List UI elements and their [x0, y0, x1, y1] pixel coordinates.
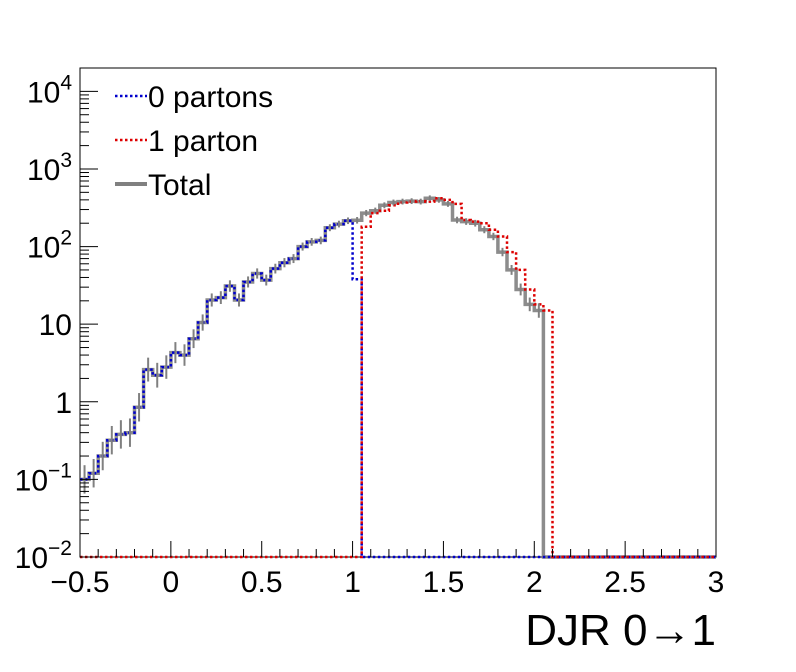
y-tick-text: 10 [39, 309, 72, 342]
y-tick-base: 10 [15, 542, 48, 575]
x-tick-label: 2 [526, 566, 543, 599]
series-line-1-parton [80, 196, 716, 559]
y-tick-label: 103 [27, 149, 72, 187]
y-tick-base: 10 [27, 76, 60, 109]
y-tick-label: 1 [55, 387, 72, 420]
legend-label: Total [148, 169, 211, 202]
x-tick-label: 1.5 [423, 566, 465, 599]
series-line-0-partons [80, 219, 716, 559]
y-tick-base: 10 [27, 232, 60, 265]
x-tick-label: 0.5 [241, 566, 283, 599]
y-tick-exponent: 2 [60, 227, 72, 250]
y-tick-base: 10 [15, 464, 48, 497]
y-tick-exponent: 3 [60, 149, 72, 172]
y-tick-label: 10 [39, 309, 72, 342]
x-tick-label: 2.5 [604, 566, 646, 599]
legend-label: 1 parton [148, 125, 258, 158]
y-tick-label: 104 [27, 71, 72, 109]
x-axis-title: DJR 0→1 [525, 606, 716, 655]
y-tick-exponent: −1 [48, 459, 72, 482]
y-tick-text: 1 [55, 387, 72, 420]
y-tick-exponent: −2 [48, 537, 72, 560]
x-tick-label: 1 [344, 566, 361, 599]
y-tick-base: 10 [27, 154, 60, 187]
y-tick-exponent: 4 [60, 71, 72, 94]
legend-label: 0 partons [148, 81, 273, 114]
y-tick-label: 102 [27, 227, 72, 265]
series-line-total [80, 196, 716, 559]
x-tick-label: −0.5 [50, 566, 109, 599]
x-tick-label: 0 [163, 566, 180, 599]
x-tick-label: 3 [708, 566, 725, 599]
y-tick-label: 10−2 [15, 537, 72, 575]
y-tick-label: 10−1 [15, 459, 72, 497]
